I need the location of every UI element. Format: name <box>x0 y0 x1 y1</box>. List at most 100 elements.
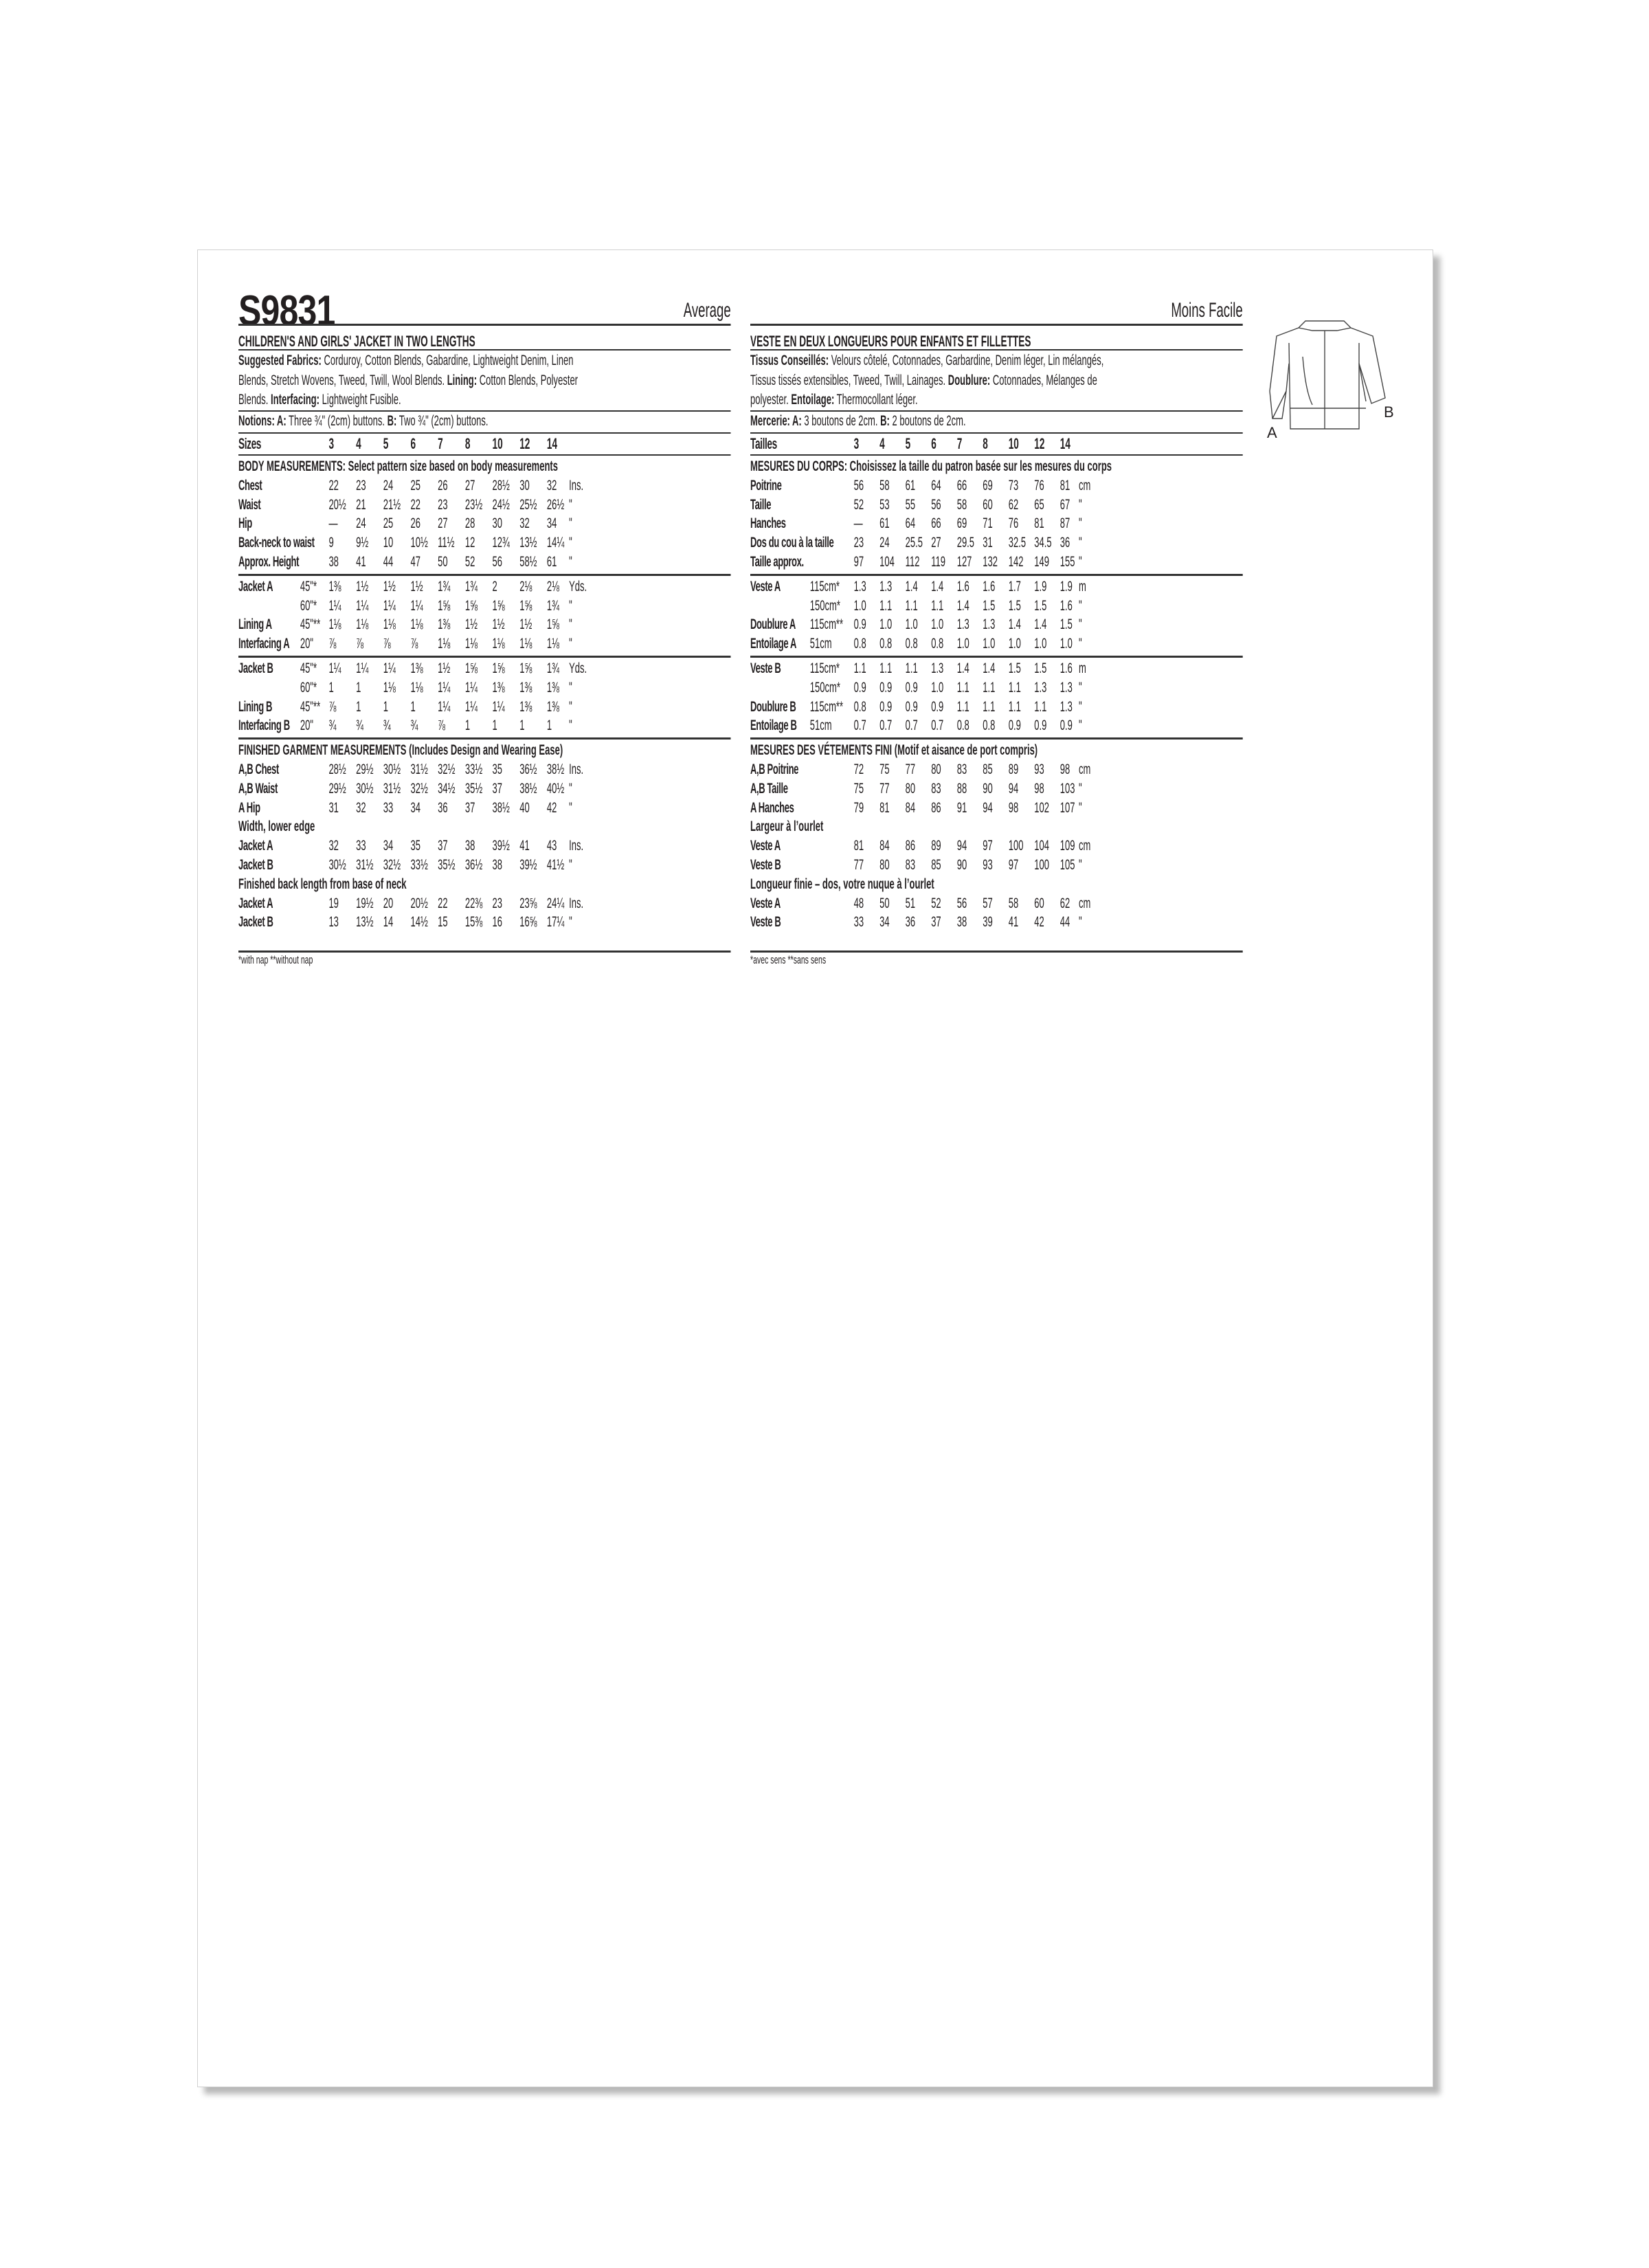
size-value: 0.9 <box>853 616 866 633</box>
unit: " <box>569 914 572 931</box>
size-value: 104 <box>879 554 895 570</box>
section-heading-text: MESURES DU CORPS: Choisissez la taille d… <box>750 458 1112 474</box>
text-run: Doublure: <box>947 372 991 388</box>
size-value: 29.5 <box>956 535 975 551</box>
size-value: 16 <box>492 914 503 931</box>
size-value: 71 <box>983 515 993 532</box>
size-value: 1⅝ <box>492 597 505 614</box>
row-label: Jacket B <box>238 914 273 931</box>
text-run: 2 boutons de 2cm. <box>889 413 966 429</box>
size-value: 22 <box>328 477 339 493</box>
size-value: 1.0 <box>956 636 969 652</box>
unit: " <box>569 718 572 734</box>
size-value: 56 <box>492 554 503 570</box>
size-value: 32½ <box>438 761 456 777</box>
row-label: Veste A <box>750 838 781 854</box>
row-label: Veste B <box>750 660 781 676</box>
size-value: 83 <box>905 857 916 873</box>
section-heading: MESURES DU CORPS: Choisissez la taille d… <box>750 457 1243 476</box>
size-value: 1.4 <box>1034 616 1047 633</box>
size-value: 4 <box>356 435 361 452</box>
size-value: 52 <box>931 895 941 911</box>
size-value: 112 <box>905 554 920 570</box>
size-value: 1.4 <box>956 597 969 614</box>
table-row: Jacket A 32 33 34 35 37 38 39½ 41 43 Ins. <box>238 836 731 856</box>
size-value: 24 <box>356 515 366 532</box>
text-run: Velours côtelé, Cotonnades, Garbardine, … <box>829 353 1104 368</box>
size-value: 0.8 <box>905 636 918 652</box>
unit: m <box>1079 660 1086 676</box>
size-value: 66 <box>931 515 941 532</box>
size-value: 2⅛ <box>519 578 532 594</box>
unit: " <box>569 496 572 513</box>
size-value: 103 <box>1059 780 1075 797</box>
size-value: 1½ <box>410 578 423 594</box>
size-value: 22 <box>410 496 420 513</box>
table-row: Jacket A 19 19½ 20 20½ 22 22⅜ 23 23⅝ 24¼ Ins. <box>238 894 731 913</box>
row-label: Veste B <box>750 857 781 873</box>
text-run: B: <box>880 413 890 429</box>
size-value: 39½ <box>492 838 510 854</box>
text-run: Corduroy, Cotton Blends, Gabardine, Ligh… <box>321 353 574 368</box>
table-row: Chest 22 23 24 25 26 27 28½ 30 32 Ins. <box>238 476 731 496</box>
size-value: 77 <box>905 761 916 777</box>
size-value: 62 <box>1059 895 1070 911</box>
fabric-width: 45"* <box>300 660 317 676</box>
size-value: 89 <box>931 838 941 854</box>
size-value: 34½ <box>438 780 456 797</box>
fabrics-line: Blends, Stretch Wovens, Tweed, Twill, Wo… <box>238 371 578 390</box>
row-label: Taille <box>750 496 772 513</box>
size-value: 97 <box>1008 857 1019 873</box>
size-value: 1.5 <box>1034 660 1047 676</box>
size-value: 32 <box>356 799 366 816</box>
size-value: 23 <box>438 496 448 513</box>
size-value: 72 <box>853 761 864 777</box>
fabric-width: 150cm* <box>809 597 840 614</box>
size-value: 41 <box>356 554 366 570</box>
divider <box>238 656 731 658</box>
text-run: B: <box>387 413 397 429</box>
size-value: 10 <box>492 435 503 452</box>
row-label: Back-neck to waist <box>238 535 315 551</box>
size-value: 88 <box>956 780 967 797</box>
size-value: 1⅜ <box>492 679 505 696</box>
size-value: 44 <box>1059 914 1070 931</box>
size-value: 42 <box>546 799 557 816</box>
size-value: 1.1 <box>853 660 866 676</box>
row-label: A,B Chest <box>238 761 279 777</box>
size-value: 36½ <box>519 761 537 777</box>
size-value: 13½ <box>356 914 374 931</box>
jacket-line-drawing-icon: A B <box>1267 320 1393 441</box>
size-value: 1⅛ <box>383 616 396 633</box>
size-value: 98 <box>1008 799 1019 816</box>
size-value: 23 <box>356 477 366 493</box>
size-value: ¾ <box>410 718 418 734</box>
table-row: A,B Taille 75 77 80 83 88 90 94 98 103 " <box>750 779 1243 799</box>
size-value: 7 <box>956 435 963 452</box>
table-row: A,B Poitrine 72 75 77 80 83 85 89 93 98 cm <box>750 760 1243 779</box>
size-value: 1.0 <box>983 636 996 652</box>
size-value: 83 <box>956 761 967 777</box>
size-value: 1.1 <box>1008 698 1021 715</box>
size-value: 36 <box>438 799 448 816</box>
size-value: 1 <box>328 679 334 696</box>
size-value: 19 <box>328 895 339 911</box>
size-value: 97 <box>983 838 993 854</box>
size-value: 1⅝ <box>546 616 559 633</box>
size-value: 0.9 <box>905 679 918 696</box>
divider <box>750 410 1243 412</box>
size-value: 35½ <box>438 857 456 873</box>
size-value: 1⅛ <box>328 616 341 633</box>
text-run: Lining: <box>447 372 478 388</box>
size-value: 34 <box>879 914 890 931</box>
size-value: 1¾ <box>546 597 559 614</box>
text-run: Entoilage: <box>791 392 835 408</box>
table-row: Veste A 115cm* 1.3 1.3 1.4 1.4 1.6 1.6 1.7 1.9 1.9… <box>750 577 1243 597</box>
text-run: Tissus Conseillés: <box>750 353 829 368</box>
size-value: 1½ <box>383 578 396 594</box>
size-value: ¾ <box>328 718 337 734</box>
size-value: 44 <box>383 554 394 570</box>
size-value: 32 <box>519 515 530 532</box>
size-value: 1⅝ <box>519 597 532 614</box>
size-value: 1¼ <box>356 597 369 614</box>
